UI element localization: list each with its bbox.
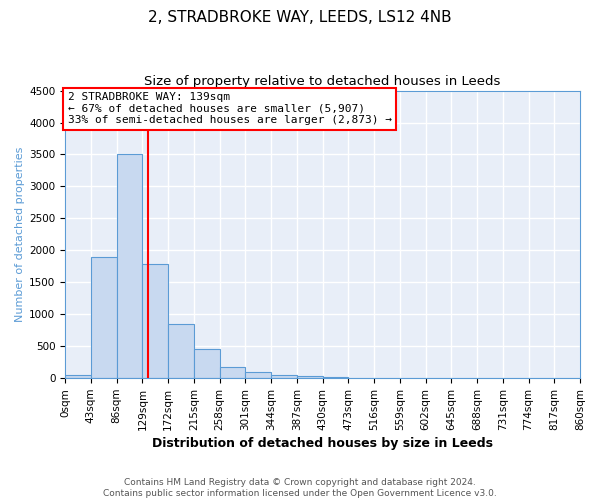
- Text: 2 STRADBROKE WAY: 139sqm
← 67% of detached houses are smaller (5,907)
33% of sem: 2 STRADBROKE WAY: 139sqm ← 67% of detach…: [68, 92, 392, 125]
- Bar: [323, 377, 349, 378]
- Bar: [245, 372, 271, 378]
- X-axis label: Distribution of detached houses by size in Leeds: Distribution of detached houses by size …: [152, 437, 493, 450]
- Bar: [194, 349, 220, 378]
- Bar: [220, 367, 245, 378]
- Bar: [168, 324, 194, 378]
- Bar: [297, 376, 323, 378]
- Title: Size of property relative to detached houses in Leeds: Size of property relative to detached ho…: [145, 75, 501, 88]
- Y-axis label: Number of detached properties: Number of detached properties: [15, 146, 25, 322]
- Bar: [116, 154, 142, 378]
- Text: Contains HM Land Registry data © Crown copyright and database right 2024.
Contai: Contains HM Land Registry data © Crown c…: [103, 478, 497, 498]
- Bar: [65, 375, 91, 378]
- Bar: [271, 374, 297, 378]
- Bar: [142, 264, 168, 378]
- Bar: [91, 257, 116, 378]
- Text: 2, STRADBROKE WAY, LEEDS, LS12 4NB: 2, STRADBROKE WAY, LEEDS, LS12 4NB: [148, 10, 452, 25]
